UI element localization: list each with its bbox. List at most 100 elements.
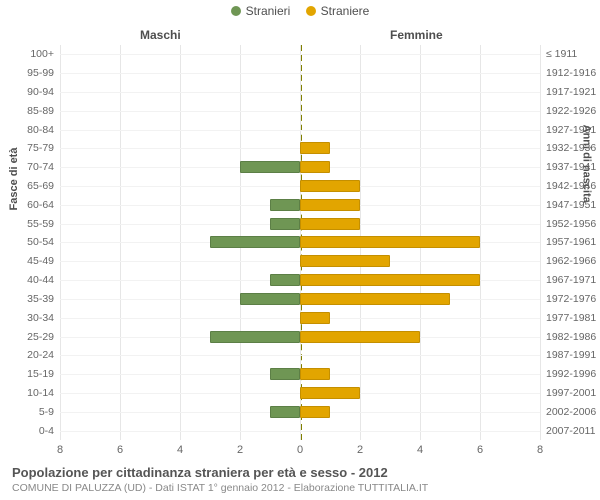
birth-year-label: 1987-1991 bbox=[540, 349, 600, 361]
x-tick-label: 6 bbox=[477, 444, 483, 456]
x-tick-label: 6 bbox=[117, 444, 123, 456]
age-label: 35-39 bbox=[6, 293, 60, 305]
pyramid-row: 20-241987-1991 bbox=[60, 346, 540, 365]
pyramid-row: 35-391972-1976 bbox=[60, 290, 540, 309]
age-label: 5-9 bbox=[6, 406, 60, 418]
age-label: 85-89 bbox=[6, 105, 60, 117]
birth-year-label: 1967-1971 bbox=[540, 274, 600, 286]
chart-title: Popolazione per cittadinanza straniera p… bbox=[12, 465, 588, 480]
grid-horizontal bbox=[60, 92, 540, 93]
plot-area: 864202468100+≤ 191195-991912-191690-9419… bbox=[60, 45, 540, 440]
bar-female bbox=[300, 274, 480, 286]
x-tick-label: 2 bbox=[357, 444, 363, 456]
age-label: 80-84 bbox=[6, 124, 60, 136]
pyramid-row: 10-141997-2001 bbox=[60, 384, 540, 403]
birth-year-label: 1912-1916 bbox=[540, 67, 600, 79]
birth-year-label: 1997-2001 bbox=[540, 387, 600, 399]
age-label: 45-49 bbox=[6, 255, 60, 267]
legend-swatch-female bbox=[306, 6, 316, 16]
birth-year-label: 1972-1976 bbox=[540, 293, 600, 305]
pyramid-row: 0-42007-2011 bbox=[60, 421, 540, 440]
bar-female bbox=[300, 236, 480, 248]
bar-female bbox=[300, 387, 360, 399]
bar-female bbox=[300, 180, 360, 192]
birth-year-label: 1962-1966 bbox=[540, 255, 600, 267]
birth-year-label: 1977-1981 bbox=[540, 312, 600, 324]
age-label: 25-29 bbox=[6, 331, 60, 343]
grid-horizontal bbox=[60, 73, 540, 74]
population-pyramid-chart: Stranieri Straniere Maschi Femmine Fasce… bbox=[0, 0, 600, 500]
bar-male bbox=[270, 406, 300, 418]
pyramid-row: 30-341977-1981 bbox=[60, 308, 540, 327]
bar-male bbox=[270, 368, 300, 380]
pyramid-row: 25-291982-1986 bbox=[60, 327, 540, 346]
bar-male bbox=[270, 199, 300, 211]
grid-horizontal bbox=[60, 431, 540, 432]
birth-year-label: 2007-2011 bbox=[540, 425, 600, 437]
birth-year-label: 1952-1956 bbox=[540, 218, 600, 230]
grid-horizontal bbox=[60, 111, 540, 112]
column-header-female: Femmine bbox=[390, 28, 443, 42]
bar-female bbox=[300, 331, 420, 343]
pyramid-row: 90-941917-1921 bbox=[60, 83, 540, 102]
age-label: 70-74 bbox=[6, 161, 60, 173]
bar-female bbox=[300, 293, 450, 305]
age-label: 55-59 bbox=[6, 218, 60, 230]
pyramid-row: 95-991912-1916 bbox=[60, 64, 540, 83]
chart-subtitle: COMUNE DI PALUZZA (UD) - Dati ISTAT 1° g… bbox=[12, 482, 588, 494]
birth-year-label: 1957-1961 bbox=[540, 236, 600, 248]
x-tick-label: 8 bbox=[537, 444, 543, 456]
bar-male bbox=[270, 218, 300, 230]
age-label: 10-14 bbox=[6, 387, 60, 399]
bar-female bbox=[300, 312, 330, 324]
bar-male bbox=[240, 293, 300, 305]
bar-female bbox=[300, 406, 330, 418]
legend-label-female: Straniere bbox=[321, 4, 370, 18]
birth-year-label: 1942-1946 bbox=[540, 180, 600, 192]
legend: Stranieri Straniere bbox=[0, 4, 600, 19]
age-label: 100+ bbox=[6, 48, 60, 60]
legend-item-female: Straniere bbox=[306, 4, 370, 18]
grid-horizontal bbox=[60, 54, 540, 55]
birth-year-label: ≤ 1911 bbox=[540, 48, 600, 60]
bar-male bbox=[270, 274, 300, 286]
bar-male bbox=[210, 331, 300, 343]
bar-female bbox=[300, 255, 390, 267]
bar-male bbox=[210, 236, 300, 248]
birth-year-label: 1922-1926 bbox=[540, 105, 600, 117]
column-header-male: Maschi bbox=[140, 28, 181, 42]
age-label: 40-44 bbox=[6, 274, 60, 286]
pyramid-row: 80-841927-1931 bbox=[60, 120, 540, 139]
birth-year-label: 1937-1941 bbox=[540, 161, 600, 173]
bar-female bbox=[300, 199, 360, 211]
x-tick-label: 4 bbox=[177, 444, 183, 456]
birth-year-label: 1982-1986 bbox=[540, 331, 600, 343]
age-label: 60-64 bbox=[6, 199, 60, 211]
birth-year-label: 1992-1996 bbox=[540, 368, 600, 380]
pyramid-row: 75-791932-1936 bbox=[60, 139, 540, 158]
pyramid-row: 45-491962-1966 bbox=[60, 252, 540, 271]
age-label: 75-79 bbox=[6, 142, 60, 154]
pyramid-row: 5-92002-2006 bbox=[60, 402, 540, 421]
pyramid-row: 65-691942-1946 bbox=[60, 177, 540, 196]
x-tick-label: 8 bbox=[57, 444, 63, 456]
grid-horizontal bbox=[60, 355, 540, 356]
pyramid-row: 50-541957-1961 bbox=[60, 233, 540, 252]
pyramid-row: 40-441967-1971 bbox=[60, 271, 540, 290]
pyramid-row: 55-591952-1956 bbox=[60, 214, 540, 233]
pyramid-row: 70-741937-1941 bbox=[60, 158, 540, 177]
bar-female bbox=[300, 218, 360, 230]
pyramid-row: 15-191992-1996 bbox=[60, 365, 540, 384]
birth-year-label: 1932-1936 bbox=[540, 142, 600, 154]
legend-label-male: Stranieri bbox=[246, 4, 291, 18]
age-label: 50-54 bbox=[6, 236, 60, 248]
age-label: 30-34 bbox=[6, 312, 60, 324]
grid-horizontal bbox=[60, 130, 540, 131]
x-tick-label: 0 bbox=[297, 444, 303, 456]
bar-male bbox=[240, 161, 300, 173]
bar-female bbox=[300, 161, 330, 173]
bar-female bbox=[300, 368, 330, 380]
age-label: 20-24 bbox=[6, 349, 60, 361]
legend-swatch-male bbox=[231, 6, 241, 16]
age-label: 15-19 bbox=[6, 368, 60, 380]
